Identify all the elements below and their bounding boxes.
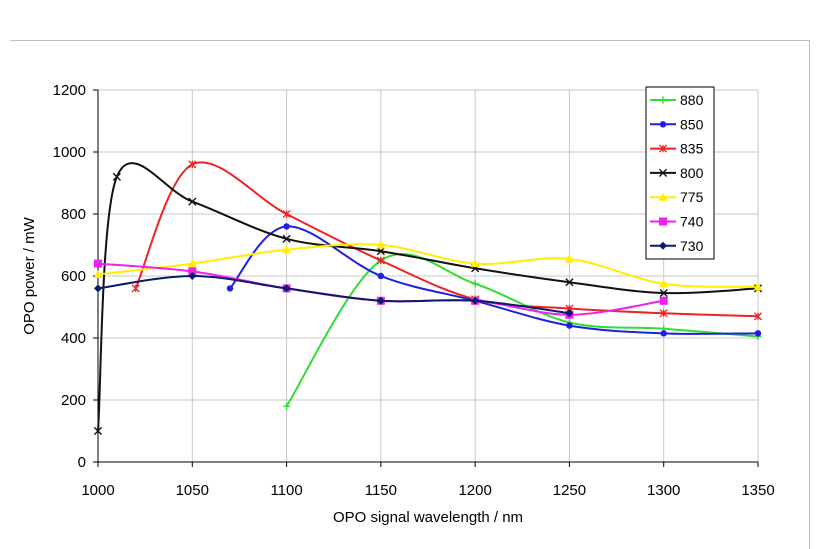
data-point-730-2 xyxy=(282,284,291,293)
data-point-775-3 xyxy=(376,240,386,249)
data-point-835-7 xyxy=(753,312,763,321)
data-point-800-1 xyxy=(112,172,121,181)
data-point-730-4 xyxy=(471,296,480,305)
frame-right-border xyxy=(809,40,810,549)
x-tick-label-5: 1250 xyxy=(553,482,586,499)
series-line-800 xyxy=(97,162,759,432)
data-point-850-1 xyxy=(283,223,290,230)
data-point-835-3 xyxy=(376,256,385,265)
y-tick-label-6: 1200 xyxy=(53,82,86,99)
data-point-880-0 xyxy=(282,402,291,410)
y-axis-title: OPO power / mW xyxy=(21,216,38,334)
series-layer xyxy=(93,160,763,436)
data-point-775-0 xyxy=(93,269,103,278)
data-point-835-6 xyxy=(659,309,668,318)
series-line-730 xyxy=(97,274,570,315)
series-880 xyxy=(282,253,762,410)
data-point-850-6 xyxy=(754,330,762,337)
legend-label-835: 835 xyxy=(680,141,704,157)
data-point-775-5 xyxy=(564,254,574,263)
data-point-800-4 xyxy=(376,247,385,256)
x-tick-label-7: 1350 xyxy=(741,482,774,499)
data-point-800-7 xyxy=(659,288,668,298)
data-point-775-2 xyxy=(282,245,292,254)
x-tick-label-1: 1050 xyxy=(176,482,209,499)
series-835 xyxy=(131,160,763,321)
legend-entry-850: 850 xyxy=(650,116,704,132)
data-point-850-0 xyxy=(226,285,234,292)
legend-entry-775: 775 xyxy=(650,189,704,205)
x-tick-label-6: 1300 xyxy=(647,482,680,499)
data-point-800-6 xyxy=(565,278,574,287)
x-tick-label-2: 1100 xyxy=(270,482,302,499)
frame-top-border xyxy=(10,40,810,41)
y-tick-label-4: 800 xyxy=(61,206,86,223)
legend-label-775: 775 xyxy=(680,189,704,205)
tick-labels: 1000 1050 1100 1150 1200 1250 1300 1350 0 200 400 6… xyxy=(53,82,775,499)
legend-marker-850 xyxy=(659,121,667,128)
legend-marker-800 xyxy=(658,168,668,177)
data-point-775-7 xyxy=(753,282,763,291)
data-point-775-1 xyxy=(187,259,197,268)
legend-marker-730 xyxy=(659,241,667,250)
data-point-730-5 xyxy=(565,309,574,318)
series-800 xyxy=(93,162,763,436)
legend-label-740: 740 xyxy=(680,214,704,230)
series-775 xyxy=(93,240,763,291)
data-point-850-2 xyxy=(377,272,385,280)
legend-entry-800: 800 xyxy=(650,165,704,181)
data-point-800-2 xyxy=(188,197,197,206)
legend-marker-835 xyxy=(658,144,668,153)
data-point-850-4 xyxy=(566,322,573,329)
x-tick-label-0: 1000 xyxy=(81,482,114,499)
legend-label-850: 850 xyxy=(680,116,704,132)
data-point-730-1 xyxy=(188,272,197,280)
legend: 880 850 835 800 775 740 730 xyxy=(645,86,715,260)
data-point-730-3 xyxy=(376,296,385,305)
data-point-730-0 xyxy=(94,284,102,293)
y-tick-label-1: 200 xyxy=(61,392,86,409)
data-point-835-0 xyxy=(131,284,140,293)
series-line-775 xyxy=(97,243,759,288)
series-730 xyxy=(94,272,574,318)
x-tick-label-4: 1200 xyxy=(458,482,491,499)
y-tick-label-2: 400 xyxy=(61,330,86,347)
legend-marker-740 xyxy=(659,217,667,226)
data-point-800-0 xyxy=(93,426,103,436)
data-point-850-5 xyxy=(660,330,667,337)
legend-entry-730: 730 xyxy=(650,238,704,254)
legend-label-730: 730 xyxy=(680,238,704,254)
data-point-800-3 xyxy=(282,234,291,243)
data-point-775-4 xyxy=(470,259,480,268)
legend-marker-880 xyxy=(659,96,667,104)
data-point-775-6 xyxy=(659,279,669,288)
data-point-740-6 xyxy=(659,296,668,305)
data-point-740-0 xyxy=(94,259,102,268)
data-point-835-1 xyxy=(188,160,197,169)
y-tick-label-5: 1000 xyxy=(53,144,86,161)
data-point-835-2 xyxy=(282,209,291,219)
y-tick-label-0: 0 xyxy=(78,454,86,471)
legend-label-800: 800 xyxy=(680,165,704,181)
y-tick-label-3: 600 xyxy=(61,268,86,285)
legend-entry-740: 740 xyxy=(650,214,704,230)
legend-entry-835: 835 xyxy=(650,141,704,157)
series-line-880 xyxy=(285,253,759,407)
data-point-880-2 xyxy=(471,280,479,288)
legend-marker-775 xyxy=(658,192,668,201)
x-axis-title: OPO signal wavelength / nm xyxy=(333,509,523,526)
legend-label-880: 880 xyxy=(680,92,704,108)
data-point-740-1 xyxy=(188,267,197,276)
legend-entry-880: 880 xyxy=(650,92,704,108)
x-tick-label-3: 1150 xyxy=(365,482,397,499)
